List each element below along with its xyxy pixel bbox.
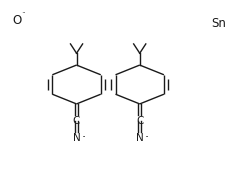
- Text: C: C: [136, 116, 143, 126]
- Text: ··: ··: [21, 9, 26, 18]
- Text: N: N: [73, 133, 80, 143]
- Text: N: N: [136, 133, 144, 143]
- Text: O: O: [12, 14, 21, 27]
- Text: Sn: Sn: [211, 17, 226, 30]
- Text: ·: ·: [145, 131, 149, 144]
- Text: ·: ·: [82, 131, 86, 144]
- Text: C: C: [73, 116, 80, 126]
